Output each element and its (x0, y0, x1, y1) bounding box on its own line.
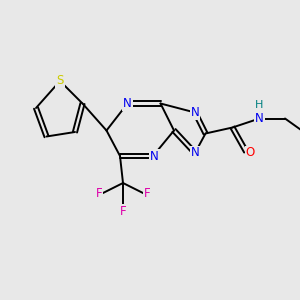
Text: H: H (255, 100, 263, 110)
Text: O: O (246, 146, 255, 160)
Text: N: N (190, 106, 200, 119)
Text: N: N (255, 112, 264, 125)
Text: S: S (56, 74, 64, 88)
Text: N: N (123, 97, 132, 110)
Text: F: F (120, 205, 126, 218)
Text: N: N (190, 146, 200, 160)
Text: N: N (150, 149, 159, 163)
Text: F: F (96, 187, 102, 200)
Text: F: F (144, 187, 150, 200)
